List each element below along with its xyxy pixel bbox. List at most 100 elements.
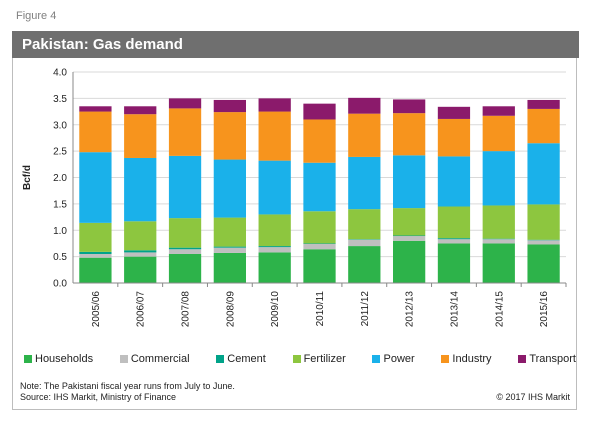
bar-segment-commercial — [482, 239, 515, 244]
x-tick-label: 2013/14 — [449, 291, 460, 328]
legend-item-fertilizer: Fertilizer — [292, 353, 346, 365]
legend-swatch — [119, 355, 128, 363]
copyright: © 2017 IHS Markit — [496, 392, 570, 402]
bar-segment-cement — [213, 246, 246, 248]
bar-segment-power — [303, 162, 336, 212]
bar-segment-power — [393, 155, 426, 209]
legend-item-power: Power — [372, 353, 415, 365]
bar-segment-transport — [168, 98, 202, 109]
bar-segment-industry — [124, 114, 157, 158]
bar-segment-fertilizer — [482, 205, 515, 239]
bar-segment-transport — [393, 99, 426, 114]
bar-segment-power — [258, 160, 291, 215]
x-tick-label: 2005/06 — [91, 291, 102, 328]
chart-title: Pakistan: Gas demand — [22, 36, 183, 53]
legend-swatch — [292, 355, 301, 363]
x-tick-label: 2011/12 — [360, 291, 371, 327]
bar-segment-households — [258, 252, 291, 283]
bar-segment-fertilizer — [348, 209, 381, 240]
bar-segment-commercial — [437, 239, 471, 244]
legend-swatch — [24, 355, 32, 363]
bar-segment-households — [79, 257, 112, 283]
bar-segment-commercial — [303, 243, 336, 250]
x-tick-label: 2008/09 — [225, 291, 236, 328]
legend-label: Cement — [227, 353, 266, 365]
bar-segment-households — [348, 246, 381, 283]
bar-segment-industry — [527, 108, 560, 144]
bar-segment-transport — [437, 106, 471, 119]
legend-item-commercial: Commercial — [119, 353, 190, 365]
bar-segment-commercial — [79, 253, 112, 258]
bar-segment-cement — [303, 243, 336, 244]
bar-segment-power — [527, 143, 560, 205]
bar-segment-transport — [258, 98, 291, 112]
bar-segment-cement — [482, 238, 515, 240]
bar-segment-transport — [213, 99, 246, 113]
bar-segment-fertilizer — [79, 222, 112, 252]
bar-segment-power — [79, 152, 112, 223]
bar-segment-households — [213, 252, 246, 283]
bar-segment-industry — [213, 112, 246, 160]
bar-segment-power — [124, 157, 157, 222]
bars — [79, 97, 560, 283]
y-tick-label: 3.5 — [53, 94, 67, 105]
x-tick-label: 2015/16 — [539, 291, 550, 328]
bar-segment-fertilizer — [124, 221, 157, 251]
legend-item-industry: Industry — [441, 353, 492, 365]
legend-label: Power — [383, 353, 415, 365]
bar-segment-industry — [168, 108, 202, 156]
bar-segment-commercial — [348, 239, 381, 247]
bar-segment-cement — [527, 239, 560, 241]
bar-segment-transport — [527, 99, 560, 109]
legend-label: Households — [35, 353, 94, 365]
bar-segment-cement — [258, 246, 291, 248]
x-tick-label: 2012/13 — [405, 291, 416, 328]
legend: Households Commercial Cement Fertilizer Powe… — [24, 353, 576, 365]
y-tick-label: 1.0 — [53, 226, 67, 237]
y-axis-label: Bcf/d — [22, 165, 33, 190]
bar-segment-commercial — [527, 240, 560, 245]
bar-segment-commercial — [393, 236, 426, 241]
bar-segment-power — [348, 156, 381, 210]
y-tick-label: 3.0 — [53, 120, 67, 131]
bar-segment-fertilizer — [258, 214, 291, 247]
legend-item-cement: Cement — [216, 353, 266, 365]
bar-segment-power — [213, 159, 246, 218]
note-line: Note: The Pakistani fiscal year runs fro… — [20, 381, 235, 391]
bar-segment-industry — [393, 113, 426, 156]
x-tick-label: 2010/11 — [315, 291, 326, 327]
legend-label: Fertilizer — [303, 353, 346, 365]
bar-segment-industry — [482, 115, 515, 152]
bar-segment-transport — [303, 103, 336, 120]
bar-segment-industry — [437, 118, 471, 157]
bar-segment-fertilizer — [168, 218, 202, 248]
bar-segment-industry — [258, 111, 291, 161]
bar-segment-cement — [168, 247, 202, 250]
x-tick-label: 2006/07 — [136, 291, 147, 328]
legend-item-transport: Transport — [518, 353, 576, 365]
bar-segment-transport — [124, 106, 157, 115]
bar-segment-households — [303, 249, 336, 283]
bar-segment-fertilizer — [393, 208, 426, 236]
axes: 0.0 0.5 1.0 1.5 2.0 2.5 3.0 3.5 4.0 2005/06 2006/0… — [53, 68, 567, 328]
bar-segment-households — [124, 256, 157, 283]
legend-label: Commercial — [130, 353, 190, 365]
legend-item-households: Households — [24, 353, 93, 365]
bar-segment-fertilizer — [303, 211, 336, 244]
bar-segment-power — [437, 156, 471, 207]
bar-segment-commercial — [124, 252, 157, 257]
chart-frame — [12, 58, 577, 410]
bar-segment-power — [482, 151, 515, 206]
legend-swatch — [372, 355, 381, 363]
footnote: Note: The Pakistani fiscal year runs fro… — [20, 381, 235, 403]
bar-segment-fertilizer — [213, 217, 246, 247]
figure-label: Figure 4 — [16, 10, 57, 22]
x-tick-label: 2014/15 — [494, 291, 505, 328]
bar-segment-transport — [348, 97, 381, 114]
bar-segment-transport — [79, 106, 112, 112]
x-tick-label: 2007/08 — [181, 291, 192, 328]
bar-segment-transport — [482, 106, 515, 116]
bar-segment-industry — [79, 111, 112, 153]
bar-segment-industry — [303, 119, 336, 163]
